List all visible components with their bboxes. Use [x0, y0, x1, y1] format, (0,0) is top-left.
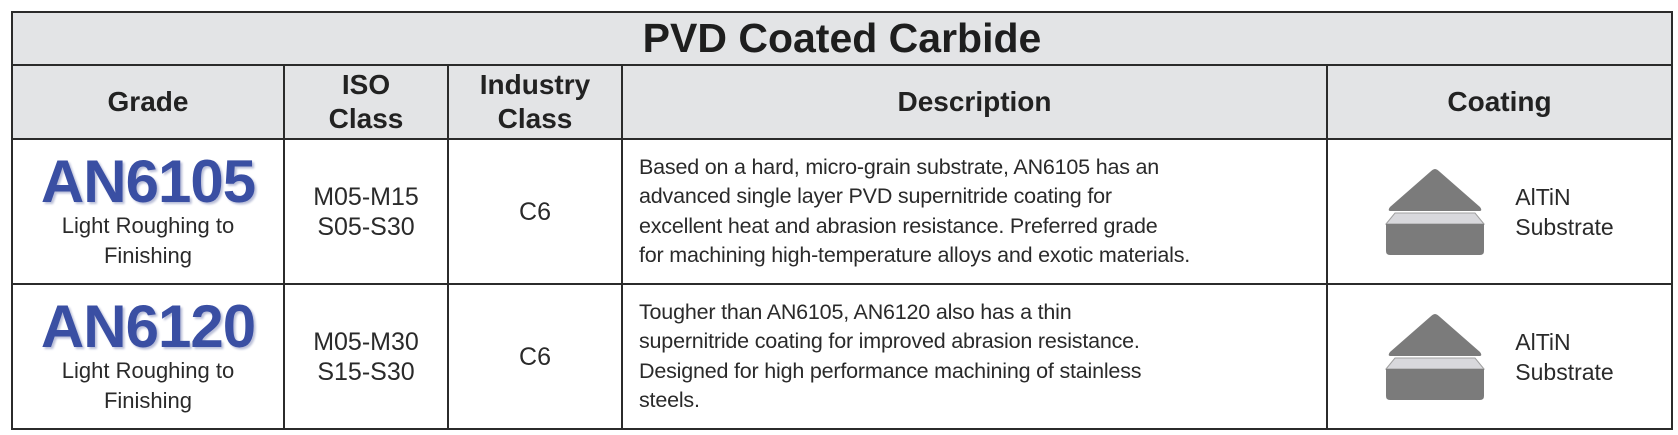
iso-class-line1: M05-M15: [313, 182, 419, 211]
coating-cell: AlTiN Substrate: [1326, 138, 1673, 285]
iso-class-line1: M05-M30: [313, 327, 419, 356]
header-iso-class: ISO Class: [283, 64, 449, 140]
grade-cell: AN6105 Light Roughing to Finishing: [11, 138, 285, 285]
description-line: for machining high-temperature alloys an…: [639, 243, 1191, 267]
iso-class-line2: S15-S30: [317, 357, 415, 386]
coating-layers-icon: [1385, 313, 1486, 400]
header-description: Description: [621, 64, 1328, 140]
industry-class-cell: C6: [447, 138, 623, 285]
grade-name: AN6120: [40, 292, 256, 360]
coating-substrate-label: Substrate: [1515, 358, 1614, 385]
grade-application-line1: Light Roughing to: [61, 212, 235, 238]
grade-application-line1: Light Roughing to: [61, 357, 235, 383]
grade-application-line2: Finishing: [103, 242, 193, 268]
grade-cell: AN6120 Light Roughing to Finishing: [11, 283, 285, 430]
header-iso-line2: Class: [328, 103, 404, 134]
description-line: supernitride coating for improved abrasi…: [639, 329, 1140, 353]
header-row: Grade ISO Class Industry Class Description…: [11, 64, 1673, 140]
grade-application-line2: Finishing: [103, 387, 193, 413]
coating-layer-label: AlTiN: [1515, 328, 1571, 355]
description-line: Based on a hard, micro-grain substrate, …: [639, 154, 1160, 179]
table-row: AN6120 Light Roughing to Finishing M05-M…: [11, 283, 1673, 430]
table-row: AN6105 Light Roughing to Finishing M05-M…: [11, 138, 1673, 285]
header-coating: Coating: [1326, 64, 1673, 140]
description-line: Tougher than AN6105, AN6120 also has a t…: [639, 299, 1072, 324]
header-iso-line1: ISO: [341, 69, 391, 100]
description-cell: Based on a hard, micro-grain substrate, …: [621, 138, 1328, 285]
description-line: Designed for high performance machining …: [639, 358, 1142, 383]
coating-layers-icon: [1385, 168, 1486, 255]
iso-class-cell: M05-M30 S15-S30: [283, 283, 449, 430]
iso-class-line2: S05-S30: [317, 212, 415, 241]
pvd-coated-carbide-table: PVD Coated Carbide Grade ISO Class Indust…: [11, 11, 1673, 430]
coating-substrate-label: Substrate: [1515, 213, 1614, 240]
description-line: excellent heat and abrasion resistance. …: [639, 213, 1158, 238]
coating-cell: AlTiN Substrate: [1326, 283, 1673, 430]
description-line: advanced single layer PVD supernitride c…: [639, 184, 1112, 208]
header-industry-class: Industry Class: [447, 64, 623, 140]
table-title: PVD Coated Carbide: [11, 11, 1673, 66]
grade-name: AN6105: [40, 147, 256, 215]
header-industry-line2: Class: [497, 103, 573, 134]
header-grade: Grade: [11, 64, 285, 140]
description-cell: Tougher than AN6105, AN6120 also has a t…: [621, 283, 1328, 430]
header-industry-line1: Industry: [479, 69, 591, 100]
iso-class-cell: M05-M15 S05-S30: [283, 138, 449, 285]
coating-layer-label: AlTiN: [1515, 183, 1571, 210]
industry-class-cell: C6: [447, 283, 623, 430]
description-line: steels.: [639, 388, 700, 412]
